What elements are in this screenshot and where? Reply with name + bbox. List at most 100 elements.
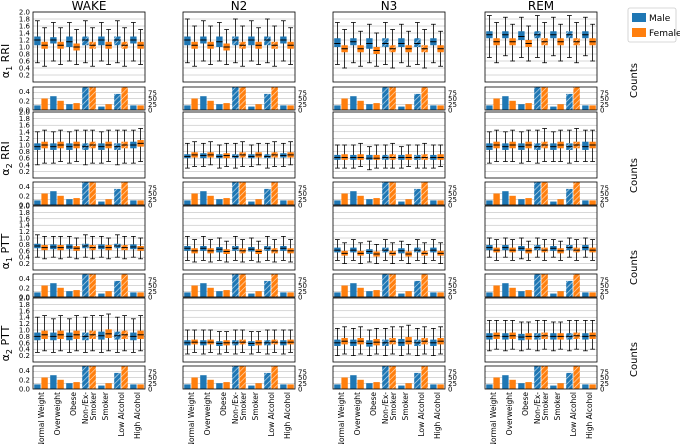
count-bar-female-1 [357,195,364,205]
row-label-greek: α [0,262,12,269]
y-tick-label: 1.2 [19,135,30,143]
count-axes-frame [182,273,296,298]
x-label-overweight: Overweight [53,392,62,435]
y-tick-label: 1.8 [19,16,30,24]
count-right-tick-label: 25 [298,288,307,296]
box-male-3 [232,36,239,46]
x-label-non-ex-smoker: Non-/Ex- [81,392,90,424]
box-axes-frame [32,205,146,271]
count-bar-female-0 [493,193,500,205]
count-bar-male-5 [566,372,573,389]
count-bar-female-0 [41,193,48,205]
x-label-overweight: Overweight [353,392,362,435]
y-tick-label: 0.2 [19,260,30,268]
count-bar-female-3 [89,182,96,205]
column-title-wake: WAKE [72,0,107,13]
count-bar-female-2 [223,198,230,205]
count-right-tick-label: 50 [600,190,609,198]
count-bar-female-4 [557,383,564,389]
count-right-tick-label: 0 [600,202,604,210]
count-bar-male-3 [232,274,239,297]
count-bar-female-5 [121,87,128,110]
count-bar-male-3 [232,87,239,110]
y-tick-label: 0.2 [19,72,30,80]
count-bar-male-4 [98,293,105,297]
y-tick-label: 1.2 [19,228,30,236]
count-right-tick-label: 75 [148,368,157,376]
box-axes-frame [182,111,296,179]
count-bar-male-5 [114,188,121,205]
y-tick-label: 2.0 [19,203,30,211]
count-bar-male-2 [216,199,223,205]
count-bar-male-2 [518,199,525,205]
count-bar-male-1 [350,191,357,205]
count-bar-female-3 [239,274,246,297]
count-bar-male-0 [34,384,41,389]
count-bar-female-3 [389,366,396,389]
x-label-overweight: Overweight [203,392,212,435]
count-right-tick-label: 0 [148,107,152,115]
count-bar-male-3 [534,87,541,110]
count-bar-male-6 [430,105,437,110]
y-tick-label: 0.4 [19,346,31,354]
count-bar-female-5 [573,87,580,110]
count-bar-female-0 [341,377,348,389]
count-bar-female-6 [437,384,444,389]
x-label-non-ex-smoker: Non-/Ex- [533,392,542,424]
count-bar-female-5 [421,274,428,297]
count-axes-frame [332,86,446,111]
count-bar-male-5 [414,372,421,389]
count-axes-frame [182,86,296,111]
x-label-obese: Obese [219,392,228,416]
count-bar-female-6 [137,292,144,297]
x-label-high-alcohol: High Alcohol [433,392,442,439]
count-bar-male-0 [184,200,191,205]
count-bar-male-6 [430,200,437,205]
box-male-4 [248,36,255,46]
count-bar-male-2 [518,291,525,297]
row-label-a1ptt: α1 PTT [0,233,14,269]
count-bar-male-2 [366,383,373,389]
count-bar-female-0 [191,285,198,297]
count-bar-male-2 [66,199,73,205]
y-tick-label: 0.8 [19,148,30,156]
x-label-smoker: Smoker [553,391,562,420]
box-axes-frame [332,11,446,83]
y-tick-label: 1.6 [19,215,31,223]
count-bar-male-0 [334,105,341,110]
count-bar-male-4 [248,385,255,389]
count-bar-female-2 [525,290,532,297]
count-bar-female-6 [437,200,444,205]
count-bar-male-2 [66,383,73,389]
box-axes-frame [484,205,598,271]
count-bar-male-2 [216,104,223,110]
count-bar-female-6 [589,384,596,389]
count-bar-male-6 [130,384,137,389]
count-bar-female-3 [89,87,96,110]
count-right-tick-label: 50 [298,282,307,290]
y-tick-label: 0.2 [19,168,30,176]
count-bar-male-6 [130,105,137,110]
count-bar-female-3 [389,182,396,205]
row-label-variable: RRI [0,44,12,66]
panels: 0.20.40.60.81.01.21.41.61.82.00.00.20.40… [19,9,640,394]
count-bar-female-2 [223,103,230,110]
y-tick-label: 0.4 [19,254,31,262]
x-label-non-ex-smoker: Smoker [389,391,398,420]
count-bar-male-0 [486,105,493,110]
count-bar-male-6 [582,105,589,110]
count-bar-female-1 [509,100,516,110]
count-bar-female-6 [287,292,294,297]
count-axes-frame [484,273,598,298]
count-left-tick-label: 0.2 [19,284,30,292]
count-bar-female-0 [41,98,48,110]
count-bar-female-3 [541,274,548,297]
y-tick-label: 0.4 [19,65,31,73]
count-bar-male-4 [550,106,557,110]
count-bar-female-3 [239,366,246,389]
count-bar-female-4 [255,291,262,297]
count-bar-male-3 [534,274,541,297]
